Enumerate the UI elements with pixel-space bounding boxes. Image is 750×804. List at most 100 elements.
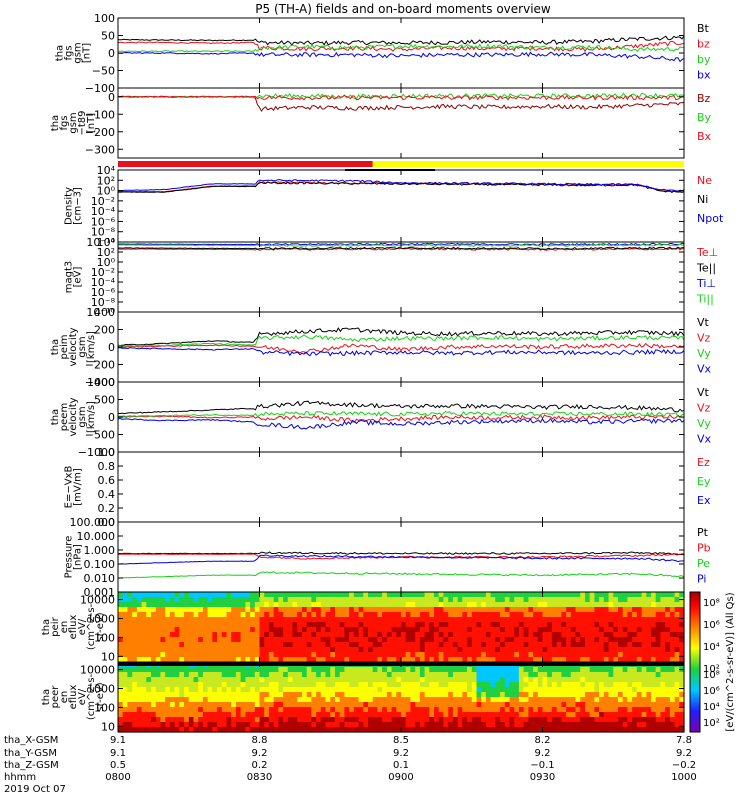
- heatmap-cell: [405, 707, 411, 713]
- y-tick-label: 1.0: [98, 446, 116, 459]
- heatmap-cell: [146, 652, 152, 658]
- heatmap-cell: [302, 612, 308, 618]
- heatmap-cell: [358, 592, 364, 598]
- heatmap-cell: [551, 637, 558, 643]
- heatmap-cell: [566, 667, 572, 673]
- heatmap-cell: [245, 592, 251, 598]
- heatmap-cell: [575, 722, 581, 728]
- heatmap-cell: [674, 707, 680, 713]
- heatmap-cell: [245, 602, 251, 608]
- heatmap-cell: [217, 722, 223, 728]
- heatmap-cell: [556, 682, 562, 688]
- heatmap-cell: [132, 677, 138, 683]
- heatmap-cell: [518, 627, 525, 633]
- heatmap-cell: [316, 627, 322, 633]
- heatmap-cell: [636, 682, 643, 688]
- heatmap-cell: [452, 627, 459, 633]
- heatmap-cell: [514, 622, 520, 628]
- heatmap-cell: [471, 672, 478, 678]
- heatmap-cell: [599, 647, 605, 653]
- heatmap-cell: [651, 602, 657, 608]
- heatmap-cell: [561, 607, 567, 613]
- heatmap-cell: [443, 722, 449, 728]
- heatmap-cell: [184, 647, 190, 653]
- heatmap-cell: [363, 627, 369, 633]
- heatmap-cell: [335, 612, 341, 618]
- heatmap-cell: [603, 607, 610, 613]
- heatmap-cell: [490, 617, 496, 623]
- heatmap-cell: [292, 612, 298, 618]
- heatmap-cell: [344, 712, 350, 718]
- heatmap-cell: [132, 657, 138, 663]
- heatmap-cell: [297, 657, 303, 663]
- heatmap-cell: [264, 727, 270, 733]
- heatmap-cell: [316, 707, 322, 713]
- heatmap-cell: [679, 607, 685, 613]
- heatmap-cell: [207, 702, 213, 708]
- heatmap-cell: [259, 652, 265, 658]
- heatmap-cell: [198, 672, 204, 678]
- heatmap-cell: [594, 697, 600, 703]
- heatmap-cell: [353, 642, 360, 648]
- y-tick-label: 50: [101, 30, 115, 43]
- heatmap-cell: [561, 697, 567, 703]
- heatmap-cell: [660, 727, 666, 733]
- heatmap-cell: [646, 722, 652, 728]
- heatmap-cell: [184, 622, 190, 628]
- heatmap-cell: [561, 642, 567, 648]
- heatmap-cell: [603, 687, 610, 693]
- heatmap-cell: [339, 677, 345, 683]
- heatmap-cell: [490, 622, 496, 628]
- y-tick-label: 0.8: [98, 460, 116, 473]
- heatmap-cell: [509, 657, 515, 663]
- heatmap-cell: [660, 622, 666, 628]
- heatmap-cell: [599, 667, 605, 673]
- heatmap-cell: [179, 597, 185, 603]
- heatmap-cell: [212, 707, 218, 713]
- heatmap-cell: [198, 702, 204, 708]
- y-tick-label: 10000: [80, 664, 115, 677]
- heatmap-cell: [198, 717, 204, 723]
- heatmap-cell: [231, 672, 237, 678]
- x-axis-value: 9.2: [535, 748, 551, 759]
- heatmap-cell: [268, 642, 275, 648]
- heatmap-cell: [523, 652, 529, 658]
- heatmap-cell: [283, 642, 289, 648]
- heatmap-cell: [547, 597, 553, 603]
- heatmap-cell: [202, 617, 209, 623]
- heatmap-cell: [547, 712, 553, 718]
- heatmap-cell: [669, 717, 676, 723]
- heatmap-cell: [622, 712, 628, 718]
- heatmap-cell: [302, 602, 308, 608]
- heatmap-cell: [575, 627, 581, 633]
- heatmap-cell: [429, 657, 435, 663]
- heatmap-cell: [174, 592, 180, 598]
- heatmap-cell: [613, 707, 619, 713]
- heatmap-cell: [160, 647, 166, 653]
- x-axis-value: 9.2: [252, 748, 268, 759]
- heatmap-cell: [429, 677, 435, 683]
- heatmap-cell: [561, 612, 567, 618]
- heatmap-cell: [231, 597, 237, 603]
- heatmap-cell: [467, 642, 473, 648]
- heatmap-cell: [217, 677, 223, 683]
- heatmap-cell: [528, 677, 534, 683]
- heatmap-cell: [457, 612, 463, 618]
- heatmap-cell: [429, 652, 435, 658]
- heatmap-cell: [518, 672, 525, 678]
- heatmap-cell: [184, 697, 190, 703]
- heatmap-cell: [613, 722, 619, 728]
- heatmap-cell: [523, 647, 529, 653]
- heatmap-cell: [198, 722, 204, 728]
- heatmap-cell: [363, 622, 369, 628]
- heatmap-cell: [613, 717, 619, 723]
- heatmap-cell: [202, 712, 209, 718]
- heatmap-cell: [570, 722, 577, 728]
- heatmap-cell: [599, 592, 605, 598]
- heatmap-cell: [566, 697, 572, 703]
- heatmap-cell: [410, 712, 416, 718]
- heatmap-cell: [118, 647, 124, 653]
- heatmap-cell: [424, 702, 430, 708]
- heatmap-cell: [632, 642, 638, 648]
- heatmap-cell: [136, 692, 143, 698]
